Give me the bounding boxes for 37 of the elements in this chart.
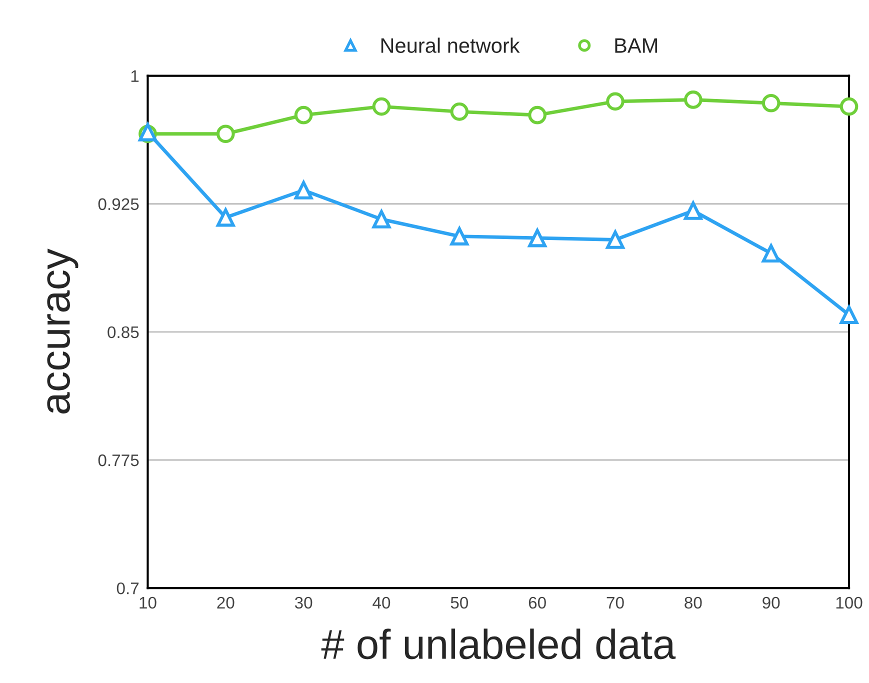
point	[216, 124, 235, 144]
x-tick-label: 50	[450, 596, 468, 609]
point	[450, 227, 469, 246]
point	[684, 202, 702, 220]
point	[294, 181, 313, 200]
point	[216, 208, 235, 227]
point	[762, 244, 780, 263]
y-tick-label: 0.925	[98, 198, 139, 210]
x-tick-label: 60	[528, 596, 546, 609]
x-tick-label: 40	[372, 596, 390, 609]
point	[606, 230, 624, 249]
x-axis-title: # of unlabeled data	[321, 628, 676, 660]
y-tick-label: 0.775	[98, 454, 139, 466]
y-axis-title: accuracy	[47, 248, 78, 414]
point	[606, 92, 624, 111]
y-tick-label: 0.7	[116, 582, 139, 594]
y-tick-label: 1	[131, 70, 139, 82]
point	[528, 106, 546, 124]
point	[840, 97, 858, 116]
legend-label: BAM	[615, 38, 657, 53]
legend-label: Neural network	[381, 38, 520, 53]
x-tick-label: 80	[684, 596, 702, 609]
point	[450, 102, 469, 121]
x-tick-label: 100	[836, 596, 862, 609]
x-tick-label: 10	[140, 596, 156, 609]
point	[372, 97, 391, 116]
point	[840, 306, 858, 324]
x-tick-label: 20	[217, 596, 234, 609]
point	[528, 228, 546, 248]
y-tick-label: 0.85	[108, 326, 139, 338]
point	[294, 106, 313, 124]
x-tick-label: 30	[294, 596, 312, 609]
x-tick-label: 90	[762, 596, 780, 609]
point	[372, 210, 391, 228]
point	[684, 90, 702, 109]
point	[762, 94, 780, 112]
x-tick-label: 70	[606, 596, 624, 609]
